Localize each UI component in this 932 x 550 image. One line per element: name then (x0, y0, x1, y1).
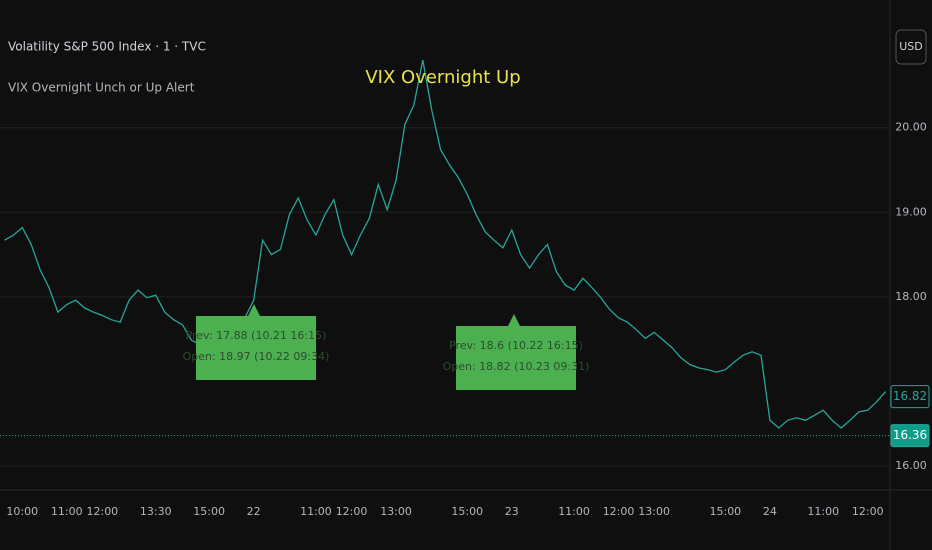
y-tick-label: 16.00 (895, 459, 927, 472)
alert-box (196, 304, 316, 380)
x-tick-label: 15:00 (193, 505, 225, 518)
indicator-name: VIX Overnight Unch or Up Alert (8, 81, 195, 95)
x-tick-label: 22 (247, 505, 261, 518)
x-tick-label: 12:00 (852, 505, 884, 518)
x-tick-label: 11:00 (51, 505, 83, 518)
currency-label[interactable]: USD (899, 40, 923, 53)
x-tick-label: 13:00 (380, 505, 412, 518)
alert-text: Open: 18.82 (10.23 09:31) (443, 360, 590, 373)
x-tick-label: 13:00 (638, 505, 670, 518)
alert-text: Prev: 18.6 (10.22 16:15) (449, 339, 583, 352)
signal-label: VIX Overnight Up (365, 67, 520, 88)
x-tick-label: 13:30 (140, 505, 172, 518)
price-label-box (890, 385, 930, 409)
x-tick-label: 11:00 (558, 505, 590, 518)
x-tick-label: 12:00 (86, 505, 118, 518)
y-tick-label: 19.00 (895, 205, 927, 218)
x-tick-label: 15:00 (709, 505, 741, 518)
currency-button[interactable] (895, 29, 927, 65)
y-tick-label: 18.00 (895, 290, 927, 303)
chart-title: Volatility S&P 500 Index · 1 · TVC (8, 40, 206, 54)
x-tick-label: 24 (763, 505, 777, 518)
x-tick-label: 12:00 (603, 505, 635, 518)
x-tick-label: 11:00 (300, 505, 332, 518)
x-tick-label: 23 (505, 505, 519, 518)
price-label: 16.82 (893, 389, 927, 403)
alert-text: Prev: 17.88 (10.21 16:15) (186, 329, 327, 342)
alert-box (456, 314, 576, 390)
x-tick-label: 15:00 (451, 505, 483, 518)
price-label: 16.36 (893, 428, 927, 442)
price-line (4, 59, 887, 429)
x-tick-label: 11:00 (807, 505, 839, 518)
x-tick-label: 12:00 (336, 505, 368, 518)
x-tick-label: 10:00 (6, 505, 38, 518)
y-tick-label: 20.00 (895, 121, 927, 134)
price-label-box (890, 424, 930, 448)
alert-text: Open: 18.97 (10.22 09:34) (183, 350, 330, 363)
